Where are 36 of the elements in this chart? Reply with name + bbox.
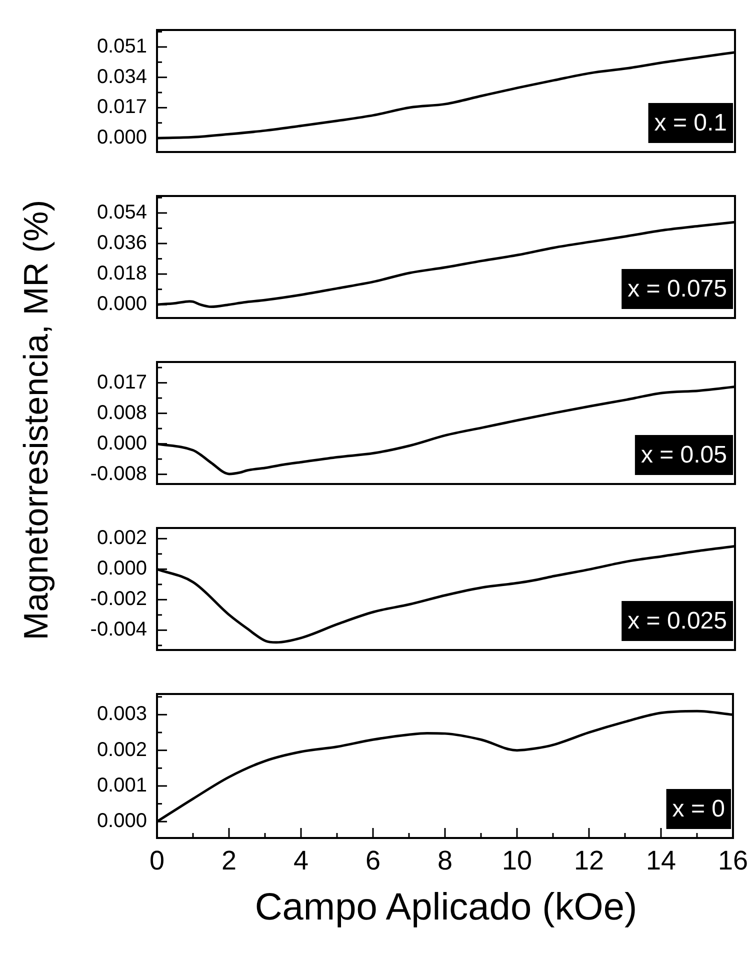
y-tick-label: 0.017 <box>96 96 147 118</box>
x-tick-label: 0 <box>149 846 165 876</box>
y-tick-label: -0.008 <box>90 462 147 485</box>
y-tick-label: 0.017 <box>96 371 147 394</box>
annotation: x = 0.05 <box>640 442 727 469</box>
y-tick-label: 0.054 <box>96 201 147 224</box>
y-tick-label: 0.034 <box>96 66 147 88</box>
y-tick-label: 0.000 <box>96 432 147 454</box>
y-tick-label: 0.000 <box>96 293 147 316</box>
x-tick-label: 12 <box>574 846 604 876</box>
y-tick-label: 0.003 <box>96 703 147 726</box>
x-tick-label: 16 <box>718 846 748 876</box>
x-tick-label: 4 <box>293 846 309 876</box>
annotation: x = 0 <box>672 796 725 823</box>
x-tick-label: 6 <box>365 846 381 876</box>
x-axis-title: Campo Aplicado (kOe) <box>254 886 638 930</box>
x-tick-label: 14 <box>646 846 676 876</box>
x-tick-label: 10 <box>502 846 532 876</box>
x-tick-label: 2 <box>221 846 237 876</box>
y-tick-label: 0.018 <box>96 262 147 285</box>
annotation: x = 0.075 <box>628 276 728 303</box>
y-tick-label: 0.000 <box>96 810 147 832</box>
y-tick-label: 0.001 <box>96 774 147 796</box>
y-tick-label: 0.000 <box>96 126 147 149</box>
y-tick-label: 0.036 <box>96 232 147 254</box>
x-tick-label: 8 <box>437 846 453 876</box>
y-tick-label: 0.051 <box>96 35 147 58</box>
annotation: x = 0.1 <box>654 110 728 137</box>
y-tick-label: -0.002 <box>90 588 147 610</box>
y-tick-label: -0.004 <box>90 618 147 641</box>
y-tick-label: 0.002 <box>96 738 147 761</box>
annotation: x = 0.025 <box>628 608 728 635</box>
y-tick-label: 0.000 <box>96 558 147 580</box>
y-tick-label: 0.002 <box>96 527 147 550</box>
y-axis-title: Magnetorresistencia, MR (%) <box>18 200 56 640</box>
y-tick-label: 0.008 <box>96 402 147 424</box>
